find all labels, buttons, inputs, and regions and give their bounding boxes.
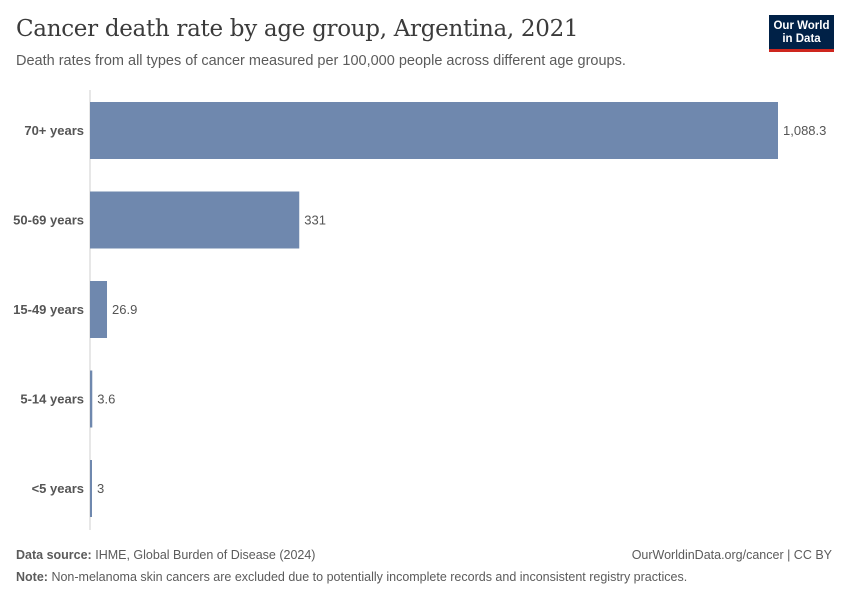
data-source: Data source: IHME, Global Burden of Dise…: [16, 548, 315, 562]
chart-note: Note: Non-melanoma skin cancers are excl…: [16, 570, 687, 584]
value-label: 3.6: [97, 392, 115, 407]
category-label: 50-69 years: [13, 213, 84, 228]
bar[interactable]: [90, 460, 92, 517]
owid-logo[interactable]: Our World in Data: [769, 15, 834, 52]
logo-line-2: in Data: [782, 33, 821, 45]
bar-chart: 70+ years 1,088.3 50-69 years 331 15-49 year…: [13, 90, 826, 530]
value-label: 26.9: [112, 302, 137, 317]
category-label: 15-49 years: [13, 302, 84, 317]
bar[interactable]: [90, 370, 93, 428]
bar[interactable]: [90, 191, 300, 249]
source-link[interactable]: OurWorldinData.org/cancer | CC BY: [631, 548, 832, 562]
note-label: Note:: [16, 570, 48, 584]
value-label: 1,088.3: [783, 123, 826, 138]
chart-subtitle: Death rates from all types of cancer mea…: [16, 53, 626, 69]
value-label: 3: [97, 481, 104, 496]
bar[interactable]: [90, 281, 108, 338]
bar[interactable]: [90, 102, 778, 159]
value-label: 331: [304, 213, 326, 228]
category-label: 5-14 years: [20, 392, 84, 407]
category-label: 70+ years: [24, 123, 84, 138]
note-text: Non-melanoma skin cancers are excluded d…: [51, 570, 688, 584]
chart-title: Cancer death rate by age group, Argentin…: [16, 16, 579, 42]
data-source-label: Data source:: [16, 548, 92, 562]
logo-line-1: Our World: [773, 20, 830, 32]
category-label: <5 years: [32, 481, 84, 496]
data-source-text: IHME, Global Burden of Disease (2024): [95, 548, 316, 562]
